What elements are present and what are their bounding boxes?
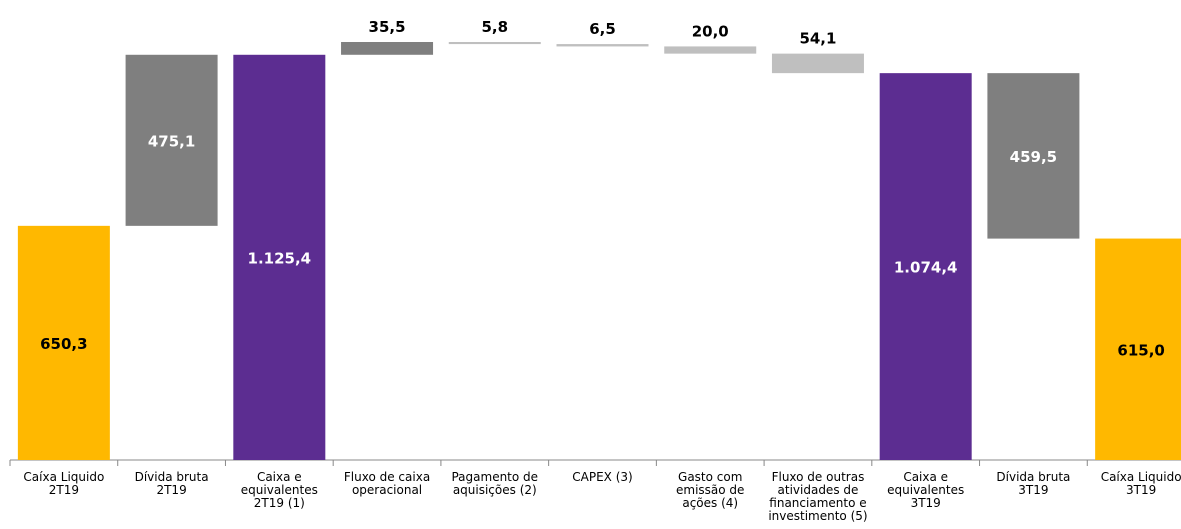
data-label: 6,5: [589, 20, 616, 38]
category-label-line: Caixa e: [257, 470, 302, 484]
category-label: Caíxa Liquido 2T19: [23, 470, 104, 497]
category-label-line: operacional: [352, 483, 422, 497]
category-label-line: atividades de: [778, 483, 859, 497]
waterfall-bar: [556, 44, 649, 47]
category-label-line: Pagamento de: [451, 470, 538, 484]
category-label: Pagamento de aquisições (2): [451, 470, 538, 497]
category-label-line: CAPEX (3): [572, 470, 632, 484]
category-label: Fluxo de caixa operacional: [344, 470, 430, 497]
category-label-line: 3T19: [911, 496, 941, 510]
waterfall-bar: [987, 73, 1080, 239]
category-label: Dívida bruta 2T19: [135, 470, 209, 497]
waterfall-bar: [341, 42, 434, 55]
category-label: Gasto com emissão de ações (4): [676, 470, 744, 510]
category-label: CAPEX (3): [572, 470, 632, 484]
category-label-line: equivalentes: [241, 483, 318, 497]
waterfall-bar: [233, 54, 326, 461]
category-label-line: financiamento e: [769, 496, 866, 510]
waterfall-bar: [879, 73, 972, 460]
waterfall-bar: [448, 42, 541, 45]
data-label: 1.125,4: [248, 249, 312, 267]
category-label-line: 3T19: [1126, 483, 1156, 497]
category-label: Caixa e equivalentes 3T19: [887, 470, 964, 510]
data-label: 20,0: [692, 22, 729, 40]
category-label-line: 2T19 (1): [254, 496, 305, 510]
data-label: 35,5: [369, 18, 406, 36]
category-label: Caixa e equivalentes 2T19 (1): [241, 470, 318, 510]
data-label: 459,5: [1010, 148, 1057, 166]
waterfall-bar: [125, 54, 218, 226]
waterfall-bar: [17, 225, 110, 460]
data-label: 54,1: [799, 30, 836, 48]
category-label-line: aquisições (2): [453, 483, 537, 497]
data-label: 1.074,4: [894, 259, 958, 277]
category-label-line: Caíxa Liquido: [1101, 470, 1181, 484]
category-label: Fluxo de outras atividades de financiament…: [768, 470, 867, 523]
category-label-line: 2T19: [49, 483, 79, 497]
category-label-line: Caixa e: [903, 470, 948, 484]
category-label-line: Dívida bruta: [996, 470, 1070, 484]
data-label: 650,3: [40, 335, 87, 353]
category-label: Dívida bruta 3T19: [996, 470, 1070, 497]
category-label-line: Gasto com: [678, 470, 742, 484]
category-label-line: 2T19: [156, 483, 186, 497]
category-label-line: emissão de: [676, 483, 744, 497]
category-label-line: Dívida bruta: [135, 470, 209, 484]
category-label-line: equivalentes: [887, 483, 964, 497]
data-label: 5,8: [481, 18, 508, 36]
category-label-line: Caíxa Liquido: [23, 470, 104, 484]
category-label-line: ações (4): [682, 496, 738, 510]
waterfall-bar: [664, 46, 757, 54]
waterfall-bar: [1095, 238, 1181, 460]
category-label-line: Fluxo de caixa: [344, 470, 430, 484]
waterfall-bar: [771, 53, 864, 74]
category-label-line: investimento (5): [768, 509, 867, 523]
data-label: 475,1: [148, 132, 195, 150]
data-label: 615,0: [1117, 341, 1164, 359]
category-label-line: 3T19: [1018, 483, 1048, 497]
category-label: Caíxa Liquido 3T19: [1101, 470, 1181, 497]
category-label-line: Fluxo de outras: [772, 470, 865, 484]
